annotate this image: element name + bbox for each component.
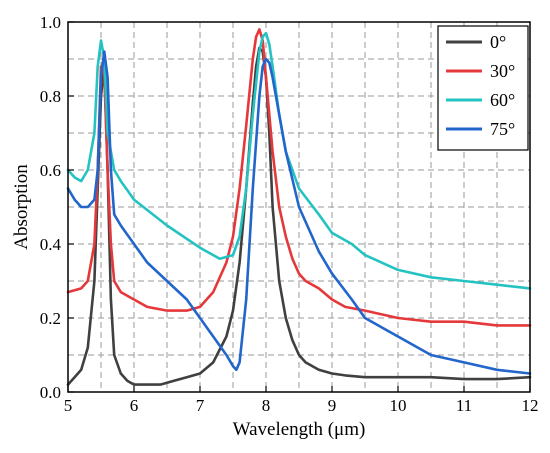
x-axis-title: Wavelength (μm) [233, 419, 366, 440]
series-line-3 [66, 50, 532, 375]
y-tick-label: 0.8 [40, 87, 61, 106]
legend-label-1: 30° [490, 61, 515, 81]
x-tick-label: 10 [390, 396, 407, 415]
x-tick-label: 6 [130, 396, 139, 415]
series-line-1 [66, 28, 532, 327]
y-tick-label: 0.2 [40, 309, 61, 328]
legend-label-2: 60° [490, 90, 515, 110]
x-tick-label: 9 [328, 396, 337, 415]
x-tick-label: 7 [196, 396, 205, 415]
y-axis-title: Absorption [11, 164, 32, 250]
y-tick-label: 0.6 [40, 161, 61, 180]
legend-label-3: 75° [490, 119, 515, 139]
x-tick-label: 5 [64, 396, 73, 415]
x-tick-label: 12 [522, 396, 539, 415]
y-tick-label: 1.0 [40, 13, 61, 32]
x-tick-label: 8 [262, 396, 271, 415]
legend-label-0: 0° [490, 32, 506, 52]
legend: 0° 30° 60° 75° [437, 25, 529, 151]
x-tick-label: 11 [456, 396, 472, 415]
series-line-2 [66, 31, 532, 290]
y-tick-label: 0.4 [40, 235, 62, 254]
axis-ticks: 5 6 7 8 9 10 11 12 0.0 0.2 0.4 0.6 0.8 1.0 [40, 13, 539, 415]
y-tick-label: 0.0 [40, 383, 61, 402]
series-lines [66, 28, 532, 386]
plot-frame [67, 21, 531, 393]
